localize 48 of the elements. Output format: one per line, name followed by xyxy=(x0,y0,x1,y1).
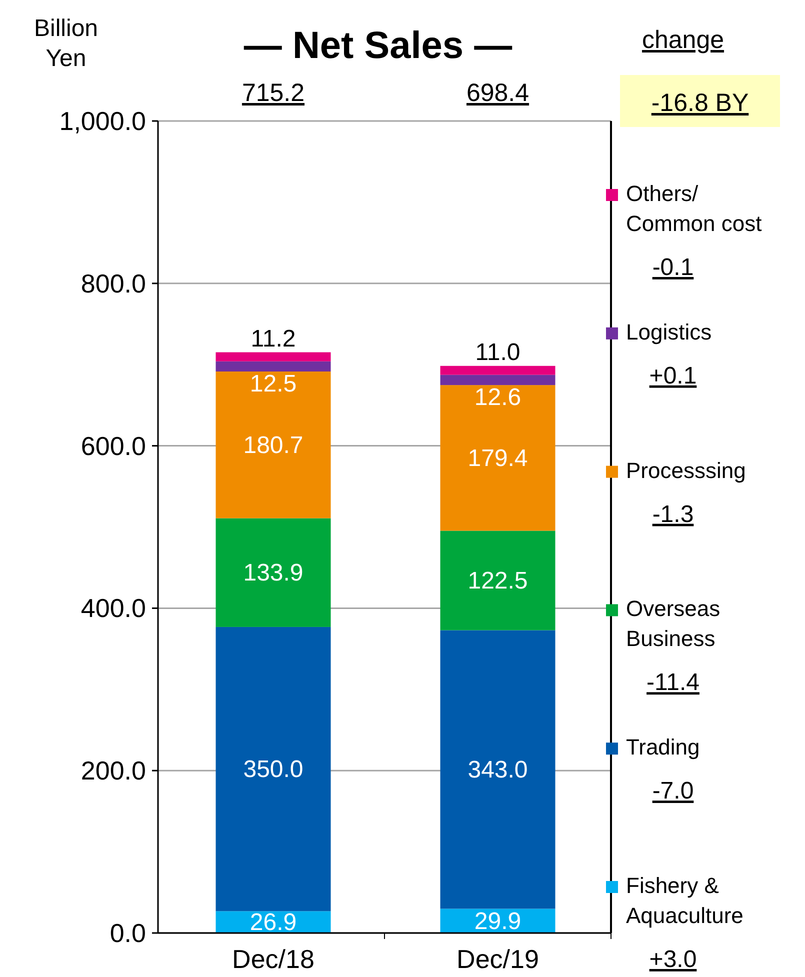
text: -0.1 xyxy=(652,254,694,281)
x-tick-label: Dec/19 xyxy=(456,944,539,974)
bar xyxy=(440,366,556,375)
chart-title: — Net Sales — xyxy=(244,25,512,67)
bar xyxy=(216,626,331,912)
bar xyxy=(440,530,556,630)
text: +0.1 xyxy=(649,362,697,390)
text: -11.4 xyxy=(646,669,700,696)
data-label: 29.9 xyxy=(474,908,522,935)
legend-label: Trading xyxy=(626,734,700,760)
y-tick-label: 0.0 xyxy=(110,918,146,948)
data-label: 12.6 xyxy=(474,384,522,412)
text: -7.0 xyxy=(652,778,694,805)
bar xyxy=(440,374,556,386)
legend-label: Logistics xyxy=(626,319,712,344)
data-label: 12.5 xyxy=(250,370,297,398)
bar xyxy=(440,630,556,909)
y-tick-label: 600.0 xyxy=(80,430,146,461)
bar xyxy=(216,518,331,627)
text: 715.2 xyxy=(242,79,305,107)
y-axis-title: Billion Yen xyxy=(34,15,98,72)
legend-label: Overseas Business xyxy=(626,596,720,652)
data-label: 343.0 xyxy=(468,756,528,784)
text: change xyxy=(642,26,724,54)
y-tick-label: 1,000.0 xyxy=(59,106,146,136)
data-label: 11.0 xyxy=(475,338,520,366)
text: 698.4 xyxy=(466,79,530,107)
bar xyxy=(216,361,331,372)
legend-label: Processsing xyxy=(626,458,746,483)
y-tick-label: 200.0 xyxy=(80,756,146,786)
x-tick-label: Dec/18 xyxy=(232,944,314,974)
data-label: 26.9 xyxy=(250,909,297,936)
bar xyxy=(216,372,331,518)
text: +3.0 xyxy=(649,946,697,973)
data-label: 11.2 xyxy=(250,325,296,352)
data-label: 179.4 xyxy=(468,444,528,472)
text: -1.3 xyxy=(652,500,694,528)
y-tick-label: 800.0 xyxy=(80,268,146,298)
data-label: 180.7 xyxy=(243,432,304,459)
bar xyxy=(216,352,331,362)
bar xyxy=(440,385,556,531)
text: -16.8 BY xyxy=(651,89,749,117)
data-label: 122.5 xyxy=(468,567,528,594)
y-tick-label: 400.0 xyxy=(80,593,146,624)
legend-label: Fishery & Aquaculture xyxy=(626,873,744,928)
legend-label: Others/ Common cost xyxy=(626,181,762,236)
data-label: 350.0 xyxy=(243,756,304,784)
data-label: 133.9 xyxy=(243,560,304,587)
